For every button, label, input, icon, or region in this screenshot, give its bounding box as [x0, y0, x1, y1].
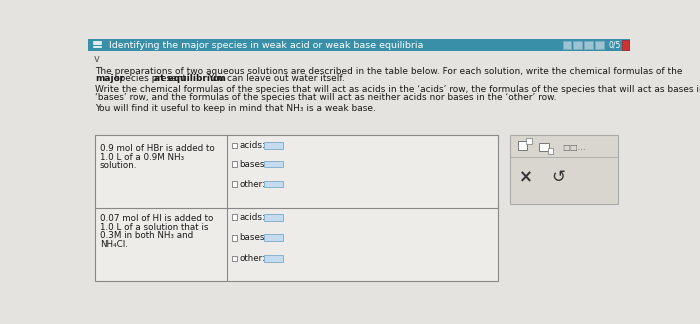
Text: 1.0 L of a 0.9M NH₃: 1.0 L of a 0.9M NH₃ [100, 153, 184, 162]
Text: acids:: acids: [239, 141, 265, 150]
Bar [264, 180, 283, 188]
Text: NH₄Cl.: NH₄Cl. [100, 240, 128, 249]
Text: You will find it useful to keep in mind that NH₃ is a weak base.: You will find it useful to keep in mind … [95, 104, 376, 112]
Bar [510, 135, 618, 204]
Text: . You can leave out water itself.: . You can leave out water itself. [203, 74, 345, 83]
Text: The preparations of two aqueous solutions are described in the table below. For : The preparations of two aqueous solution… [95, 67, 685, 75]
Bar [232, 235, 237, 241]
Text: other:: other: [239, 254, 265, 263]
Bar [264, 160, 283, 168]
Bar [88, 39, 630, 51]
Text: ×: × [519, 168, 532, 187]
Text: v: v [94, 54, 99, 64]
Bar [264, 142, 283, 149]
Bar [517, 141, 527, 150]
Text: □□...: □□... [563, 143, 586, 152]
Text: major: major [95, 74, 125, 83]
Bar [95, 135, 498, 282]
Bar [584, 41, 593, 49]
Bar [232, 161, 237, 167]
Text: acids:: acids: [239, 213, 265, 222]
Text: other:: other: [239, 179, 265, 189]
Text: ↺: ↺ [551, 168, 565, 187]
Bar [622, 40, 629, 50]
Text: Write the chemical formulas of the species that will act as acids in the ‘acids’: Write the chemical formulas of the speci… [95, 85, 700, 94]
Text: ‘bases’ row, and the formulas of the species that will act as neither acids nor : ‘bases’ row, and the formulas of the spe… [95, 93, 556, 102]
Text: solution.: solution. [100, 161, 137, 170]
Bar [232, 181, 237, 187]
Text: 0.9 mol of HBr is added to: 0.9 mol of HBr is added to [100, 145, 215, 153]
Bar [539, 143, 549, 151]
Bar [232, 143, 237, 148]
Text: 1.0 L of a solution that is: 1.0 L of a solution that is [100, 223, 209, 232]
Bar [264, 255, 283, 262]
Text: at equilibrium: at equilibrium [154, 74, 226, 83]
Bar [595, 41, 603, 49]
Bar [573, 41, 582, 49]
Text: 0.07 mol of HI is added to: 0.07 mol of HI is added to [100, 214, 214, 224]
Text: bases:: bases: [239, 233, 268, 242]
Bar [264, 235, 283, 241]
Text: Identifying the major species in weak acid or weak base equilibria: Identifying the major species in weak ac… [109, 40, 423, 50]
Bar [232, 214, 237, 220]
Text: 0/5: 0/5 [608, 40, 621, 50]
Text: bases:: bases: [239, 159, 268, 168]
Text: 0.3M in both NH₃ and: 0.3M in both NH₃ and [100, 231, 193, 240]
Bar [548, 148, 553, 154]
Bar [526, 138, 531, 144]
Bar [563, 41, 571, 49]
Bar [264, 214, 283, 221]
Bar [232, 256, 237, 261]
Text: species present: species present [112, 74, 189, 83]
